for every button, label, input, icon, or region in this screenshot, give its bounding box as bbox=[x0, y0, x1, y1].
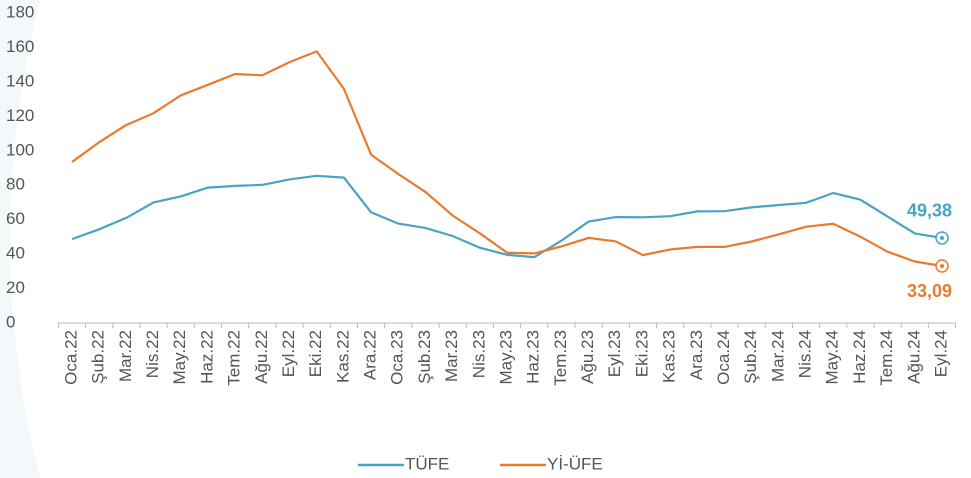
x-tick-label: Mar.24 bbox=[768, 330, 787, 382]
value-label: 49,38 bbox=[907, 201, 952, 221]
x-tick-label: Nis.24 bbox=[796, 330, 815, 378]
x-tick-label: Eki.22 bbox=[306, 330, 325, 377]
x-tick-label: Eyl.23 bbox=[605, 330, 624, 377]
x-tick-label: May.23 bbox=[496, 330, 515, 385]
x-tick-label: Oca.22 bbox=[61, 330, 80, 385]
y-tick-label: 0 bbox=[6, 312, 15, 331]
x-tick-label: Kas.22 bbox=[333, 330, 352, 383]
end-marker-dot bbox=[940, 235, 944, 240]
series-line bbox=[71, 174, 943, 259]
x-tick-label: Şub.23 bbox=[415, 330, 434, 384]
x-tick-label: Ara.22 bbox=[361, 330, 380, 380]
end-marker-dot bbox=[940, 264, 944, 269]
y-tick-label: 100 bbox=[6, 140, 34, 159]
x-tick-label: Ağu.22 bbox=[252, 330, 271, 384]
x-tick-label: Ara.23 bbox=[687, 330, 706, 380]
y-tick-label: 80 bbox=[6, 175, 25, 194]
x-tick-label: Eyl.24 bbox=[931, 330, 950, 377]
x-tick-label: Haz.22 bbox=[197, 330, 216, 384]
y-tick-label: 160 bbox=[6, 37, 34, 56]
legend-label: Yİ-ÜFE bbox=[547, 454, 603, 473]
x-tick-label: Eki.23 bbox=[632, 330, 651, 377]
x-tick-label: Tem.22 bbox=[225, 330, 244, 386]
y-tick-label: 180 bbox=[6, 2, 34, 21]
x-tick-label: Şub.24 bbox=[741, 330, 760, 384]
x-tick-label: Oca.24 bbox=[714, 330, 733, 385]
x-tick-label: Tem.23 bbox=[551, 330, 570, 386]
x-tick-label: May.22 bbox=[170, 330, 189, 385]
x-tick-label: Ağu.23 bbox=[578, 330, 597, 384]
x-tick-label: May.24 bbox=[823, 330, 842, 385]
legend-label: TÜFE bbox=[405, 454, 449, 473]
x-tick-label: Şub.22 bbox=[89, 330, 108, 384]
x-tick-label: Haz.24 bbox=[850, 330, 869, 384]
x-tick-label: Tem.24 bbox=[877, 330, 896, 386]
y-tick-label: 60 bbox=[6, 209, 25, 228]
x-tick-label: Haz.23 bbox=[524, 330, 543, 384]
y-tick-label: 140 bbox=[6, 71, 34, 90]
value-label: 33,09 bbox=[907, 281, 952, 301]
x-tick-label: Oca.23 bbox=[388, 330, 407, 385]
x-tick-label: Nis.23 bbox=[469, 330, 488, 378]
x-tick-label: Mar.22 bbox=[116, 330, 135, 382]
x-tick-label: Ağu.24 bbox=[904, 330, 923, 384]
y-tick-label: 40 bbox=[6, 244, 25, 263]
background-decoration bbox=[0, 0, 40, 478]
x-tick-label: Eyl.22 bbox=[279, 330, 298, 377]
x-tick-label: Nis.22 bbox=[143, 330, 162, 378]
y-tick-label: 120 bbox=[6, 106, 34, 125]
x-tick-label: Mar.23 bbox=[442, 330, 461, 382]
series-line bbox=[71, 50, 943, 268]
x-tick-label: Kas.23 bbox=[660, 330, 679, 383]
y-tick-label: 20 bbox=[6, 278, 25, 297]
